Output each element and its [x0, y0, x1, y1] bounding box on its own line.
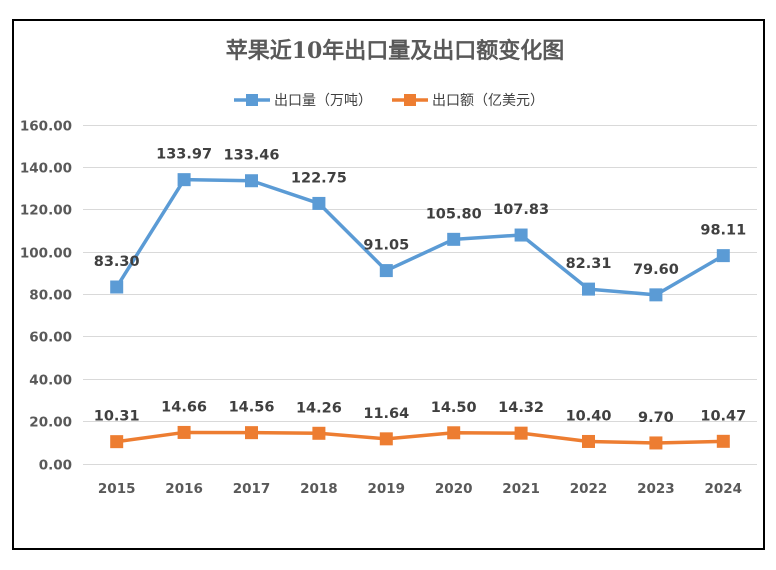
chart-frame: [12, 19, 765, 550]
data-point-marker: [245, 426, 258, 440]
data-point-marker: [379, 264, 393, 278]
data-point-marker: [649, 436, 663, 450]
data-point-marker: [110, 435, 124, 449]
y-tick-label: 120.00: [20, 203, 72, 219]
data-point-marker: [177, 425, 191, 439]
data-labels: 83.30 133.97 133.46 122.75 91.05 105.80 107.83…: [94, 147, 746, 426]
data-label: 14.50: [431, 400, 477, 416]
data-point-marker: [447, 232, 461, 246]
data-point-marker: [514, 228, 528, 242]
chart-title: 苹果近10年出口量及出口额变化图: [226, 38, 565, 64]
data-label: 133.46: [224, 148, 280, 164]
data-point-marker: [447, 426, 461, 440]
data-label: 98.11: [700, 223, 746, 239]
legend-square-marker-icon: [404, 94, 416, 106]
data-label: 11.64: [363, 406, 409, 422]
data-label: 82.31: [566, 256, 612, 272]
data-label: 9.70: [638, 410, 674, 426]
y-tick-label: 20.00: [29, 415, 72, 431]
series-line-0: [115, 177, 725, 297]
data-label: 14.66: [161, 399, 207, 415]
x-axis-ticks: 2015 2016 2017 2018 2019 2020 2021 2022 2023 2024: [98, 481, 742, 497]
y-tick-label: 60.00: [29, 330, 72, 346]
x-tick-label: 2024: [705, 481, 743, 497]
series-group: [110, 173, 730, 450]
data-label: 107.83: [493, 202, 549, 218]
x-tick-label: 2018: [300, 481, 338, 497]
x-tick-label: 2016: [165, 481, 203, 497]
data-label: 14.26: [296, 400, 342, 416]
x-tick-label: 2019: [368, 481, 406, 497]
data-point-marker: [312, 196, 326, 210]
data-label: 14.32: [498, 400, 544, 416]
data-label: 10.47: [700, 408, 746, 424]
x-tick-label: 2017: [233, 481, 271, 497]
y-tick-label: 80.00: [29, 288, 72, 304]
data-label: 105.80: [426, 206, 482, 222]
x-tick-label: 2023: [637, 481, 675, 497]
data-point-marker: [716, 249, 730, 263]
y-tick-label: 40.00: [29, 373, 72, 389]
data-point-marker: [514, 426, 528, 440]
data-point-marker: [177, 173, 191, 187]
x-tick-label: 2020: [435, 481, 473, 497]
x-tick-label: 2015: [98, 481, 136, 497]
legend-label: 出口量（万吨）: [274, 93, 372, 109]
series-line-1: [116, 430, 724, 445]
data-point-marker: [649, 288, 663, 302]
y-tick-label: 0.00: [39, 458, 72, 474]
data-point-marker: [716, 434, 730, 448]
data-label: 83.30: [94, 254, 140, 270]
legend-square-marker-icon: [246, 94, 258, 106]
data-point-marker: [379, 432, 393, 446]
legend-label: 出口额（亿美元）: [432, 93, 544, 109]
data-label: 133.97: [156, 147, 212, 163]
data-point-marker: [312, 426, 326, 440]
data-point-marker: [582, 434, 595, 448]
x-tick-label: 2022: [570, 481, 608, 497]
data-label: 10.31: [94, 409, 140, 425]
data-label: 10.40: [566, 408, 612, 424]
data-point-marker: [110, 280, 124, 294]
data-label: 91.05: [363, 238, 409, 254]
x-tick-label: 2021: [502, 481, 540, 497]
y-tick-label: 140.00: [20, 161, 72, 177]
data-label: 14.56: [229, 400, 275, 416]
data-point-marker: [245, 174, 258, 188]
data-label: 122.75: [291, 170, 347, 186]
legend: 出口量（万吨） 出口额（亿美元）: [234, 93, 544, 109]
data-label: 79.60: [633, 262, 679, 278]
y-tick-label: 100.00: [20, 246, 72, 262]
data-point-marker: [582, 282, 595, 296]
y-tick-label: 160.00: [20, 119, 72, 135]
y-axis-ticks: 0.00 20.00 40.00 60.00 80.00 100.00 120.00 140.…: [20, 119, 72, 474]
